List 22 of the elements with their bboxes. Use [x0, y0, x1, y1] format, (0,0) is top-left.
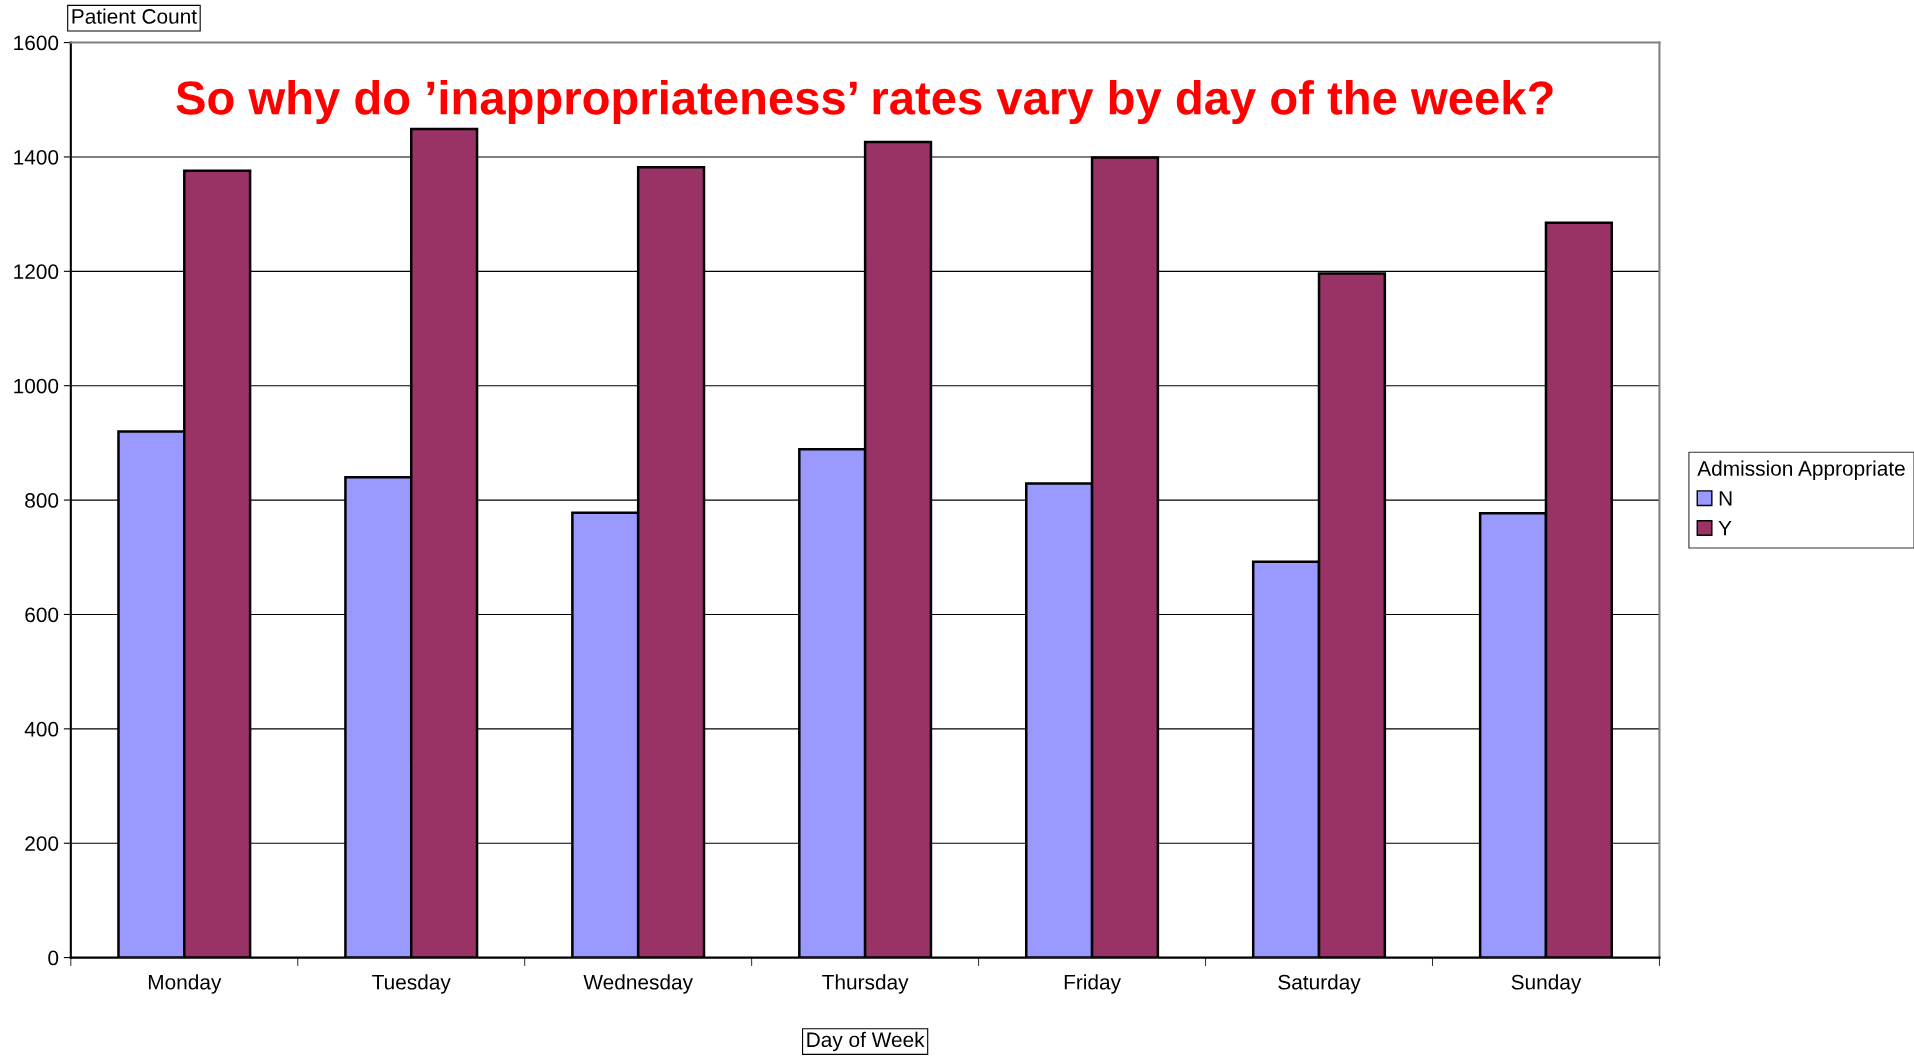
x-tick-label: Saturday — [1278, 974, 1361, 994]
y-tick-label: 800 — [25, 493, 59, 508]
y-tick-label: 200 — [25, 836, 59, 851]
x-tick-label: Tuesday — [372, 974, 451, 994]
legend-title: Admission Appropriate — [1697, 460, 1905, 480]
legend-label: Y — [1718, 520, 1732, 536]
y-tick-label: 1600 — [14, 35, 59, 51]
x-axis-title: Day of Week — [807, 1031, 925, 1052]
x-tick-label: Wednesday — [583, 974, 693, 994]
x-tick-label: Monday — [148, 974, 222, 994]
x-tick-label: Friday — [1064, 974, 1121, 994]
y-tick-label: 600 — [25, 607, 59, 623]
y-tick-label: 0 — [48, 950, 59, 966]
x-tick-label: Thursday — [822, 974, 909, 994]
text: So why do ’inappropriateness’ rates vary by day of the week? — [176, 80, 1553, 125]
legend-label: N — [1719, 491, 1732, 506]
x-tick-label: Sunday — [1511, 974, 1582, 994]
y-tick-label: 1000 — [14, 378, 59, 394]
y-axis-title: Patient Count — [72, 8, 197, 24]
y-tick-label: 400 — [24, 721, 59, 737]
y-tick-label: 1400 — [14, 149, 59, 165]
y-tick-label: 1200 — [14, 264, 59, 280]
